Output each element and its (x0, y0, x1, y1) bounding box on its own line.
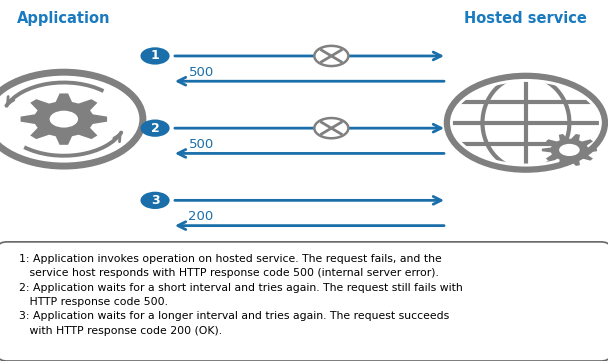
Circle shape (140, 192, 170, 209)
FancyBboxPatch shape (0, 242, 608, 361)
Circle shape (314, 118, 348, 138)
Circle shape (50, 111, 78, 127)
Text: Application: Application (17, 11, 111, 26)
Circle shape (140, 47, 170, 65)
Text: 2: 2 (151, 122, 159, 135)
Polygon shape (542, 134, 597, 166)
Text: 3: 3 (151, 194, 159, 207)
Circle shape (140, 119, 170, 137)
Polygon shape (21, 93, 107, 145)
Text: Hosted service: Hosted service (465, 11, 587, 26)
Text: 500: 500 (188, 138, 214, 151)
Text: 1: 1 (151, 49, 159, 62)
Text: 500: 500 (188, 66, 214, 79)
Circle shape (314, 46, 348, 66)
Text: 200: 200 (188, 210, 214, 223)
Circle shape (559, 144, 579, 156)
Text: 1: Application invokes operation on hosted service. The request fails, and the
 : 1: Application invokes operation on host… (19, 254, 463, 336)
